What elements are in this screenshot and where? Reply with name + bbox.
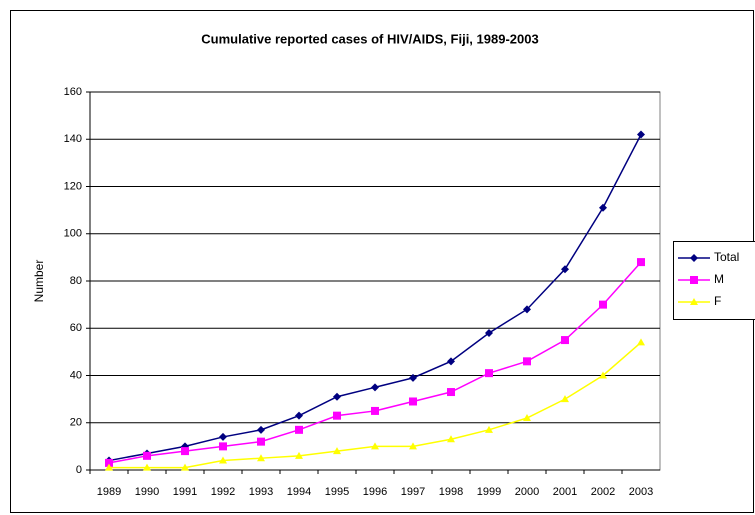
marker xyxy=(257,425,265,434)
marker xyxy=(143,451,151,460)
x-tick-label: 1998 xyxy=(439,486,463,498)
legend: Total MF xyxy=(673,241,755,320)
y-tick-label: 120 xyxy=(64,180,82,192)
marker xyxy=(143,463,151,471)
x-tick-label: 1989 xyxy=(97,486,121,498)
x-tick-label: 1999 xyxy=(477,486,501,498)
marker xyxy=(181,463,189,471)
marker xyxy=(219,442,227,451)
marker xyxy=(447,388,455,397)
marker xyxy=(447,435,455,443)
marker xyxy=(523,357,531,366)
y-tick-label: 140 xyxy=(64,133,82,145)
legend-label: F xyxy=(714,294,721,308)
x-tick-label: 1994 xyxy=(287,486,311,498)
x-tick-label: 1992 xyxy=(211,486,235,498)
marker xyxy=(333,411,341,420)
y-axis-label: Number xyxy=(32,260,46,303)
x-tick-label: 2000 xyxy=(515,486,539,498)
x-tick-label: 2001 xyxy=(553,486,577,498)
legend-label: Total xyxy=(714,250,739,264)
marker xyxy=(295,451,303,459)
marker xyxy=(371,442,379,450)
y-tick-label: 40 xyxy=(70,369,82,381)
x-tick-label: 1995 xyxy=(325,486,349,498)
marker xyxy=(257,454,265,462)
marker xyxy=(409,373,417,382)
marker xyxy=(561,336,569,345)
y-tick-label: 160 xyxy=(64,86,82,98)
marker xyxy=(371,406,379,415)
marker xyxy=(637,258,645,267)
y-tick-label: 100 xyxy=(64,228,82,240)
marker xyxy=(523,305,531,314)
marker xyxy=(690,276,698,284)
legend-label: M xyxy=(714,272,724,286)
x-tick-label: 1993 xyxy=(249,486,273,498)
marker xyxy=(637,130,645,139)
x-tick-label: 1991 xyxy=(173,486,197,498)
marker xyxy=(371,383,379,392)
marker xyxy=(105,463,113,471)
marker xyxy=(637,338,645,346)
marker xyxy=(219,432,227,441)
y-tick-label: 20 xyxy=(70,417,82,429)
marker xyxy=(485,425,493,433)
marker xyxy=(523,414,531,422)
marker xyxy=(333,392,341,401)
marker xyxy=(485,369,493,378)
x-tick-label: 1996 xyxy=(363,486,387,498)
marker xyxy=(561,265,569,274)
x-tick-label: 2002 xyxy=(591,486,615,498)
x-tick-label: 2003 xyxy=(629,486,653,498)
marker xyxy=(561,395,569,403)
marker xyxy=(599,371,607,379)
y-tick-label: 0 xyxy=(76,464,82,476)
marker xyxy=(690,298,698,305)
marker xyxy=(333,447,341,455)
marker xyxy=(181,447,189,456)
marker xyxy=(105,458,113,467)
marker xyxy=(690,254,698,262)
marker xyxy=(219,456,227,464)
marker xyxy=(409,397,417,406)
y-tick-label: 80 xyxy=(70,275,82,287)
chart-title: Cumulative reported cases of HIV/AIDS, F… xyxy=(201,31,538,46)
marker xyxy=(599,203,607,212)
x-tick-label: 1997 xyxy=(401,486,425,498)
marker xyxy=(295,425,303,434)
y-tick-label: 60 xyxy=(70,322,82,334)
marker xyxy=(409,442,417,450)
marker xyxy=(599,300,607,309)
marker xyxy=(447,357,455,366)
marker xyxy=(485,328,493,337)
x-tick-label: 1990 xyxy=(135,486,159,498)
marker xyxy=(257,437,265,446)
marker xyxy=(295,411,303,420)
